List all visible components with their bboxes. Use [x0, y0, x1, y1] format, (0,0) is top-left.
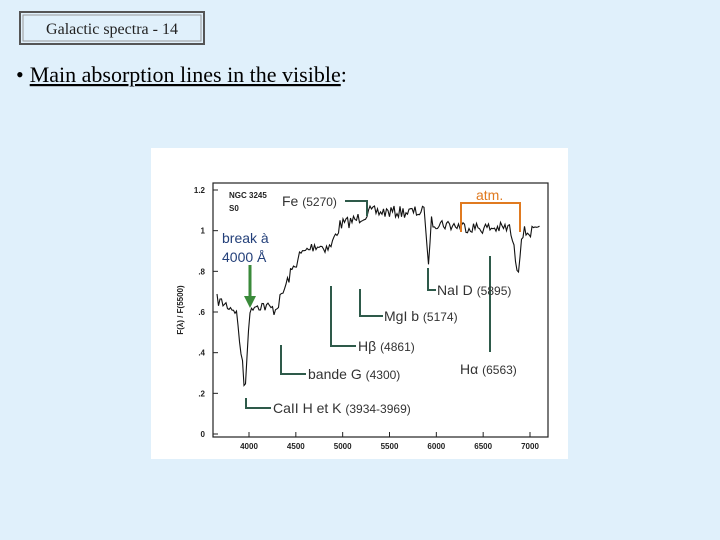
nad-line	[427, 268, 436, 291]
object-class: S0	[229, 204, 239, 213]
object-name: NGC 3245	[229, 191, 267, 200]
x-tick-label: 6000	[427, 442, 445, 451]
y-tick-label: .6	[198, 308, 205, 317]
y-tick-label: .4	[198, 349, 205, 358]
fe-label: Fe (5270)	[282, 193, 337, 209]
hk-label: CaII H et K (3934-3969)	[273, 400, 411, 416]
fe-line	[345, 200, 368, 216]
mgb-line	[359, 289, 383, 317]
break-arrow-head	[244, 296, 256, 308]
x-tick-label: 5500	[381, 442, 399, 451]
title-box-inner	[22, 14, 202, 42]
bullet: • Main absorption lines in the visible:	[16, 62, 347, 87]
ha-label: Hα (6563)	[460, 361, 517, 377]
bullet-text: Main absorption lines in the visible	[30, 62, 341, 87]
hk-name: CaII H et K	[273, 400, 342, 416]
y-axis-label: F(λ) / F(5500)	[176, 285, 185, 335]
hb-line	[330, 286, 356, 347]
x-tick-label: 4500	[287, 442, 305, 451]
y-tick-label: 0	[201, 430, 206, 439]
x-tick-label: 6500	[474, 442, 492, 451]
slide-title: Galactic spectra - 14	[46, 21, 178, 38]
spectrum	[216, 204, 540, 387]
hk-wavelength: (3934-3969)	[345, 402, 410, 416]
x-tick-label: 4000	[240, 442, 258, 451]
gband-line	[280, 345, 306, 375]
y-tick-label: .8	[198, 267, 205, 276]
ha-wavelength: (6563)	[482, 363, 517, 377]
hb-wavelength: (4861)	[380, 340, 415, 354]
y-tick-label: 1	[201, 227, 206, 236]
ha-name: Hα	[460, 361, 478, 377]
gband-label: bande G (4300)	[308, 366, 400, 382]
fe-name: Fe	[282, 193, 299, 209]
fe-wavelength: (5270)	[302, 195, 337, 209]
bullet-suffix: :	[341, 62, 347, 87]
x-tick-label: 7000	[521, 442, 539, 451]
x-tick-label: 5000	[334, 442, 352, 451]
atm-bracket	[460, 202, 521, 232]
plot-frame	[212, 182, 549, 438]
hb-name: Hβ	[358, 338, 376, 354]
gband-name: bande G	[308, 366, 362, 382]
break-label-1: break à	[222, 230, 269, 246]
nad-label: NaI D (5895)	[437, 282, 511, 298]
bullet-marker: •	[16, 62, 24, 87]
hk-line	[245, 398, 271, 409]
mgb-label: MgI b (5174)	[384, 308, 458, 324]
mgb-wavelength: (5174)	[423, 310, 458, 324]
nad-name: NaI D	[437, 282, 473, 298]
mgb-name: MgI b	[384, 308, 419, 324]
nad-wavelength: (5895)	[477, 284, 512, 298]
hb-label: Hβ (4861)	[358, 338, 415, 354]
y-tick-label: .2	[198, 389, 205, 398]
atm-label: atm.	[476, 187, 503, 203]
break-label-2: 4000 Å	[222, 249, 267, 265]
title-box	[19, 11, 205, 45]
y-tick-label: 1.2	[194, 186, 206, 195]
gband-wavelength: (4300)	[366, 368, 401, 382]
